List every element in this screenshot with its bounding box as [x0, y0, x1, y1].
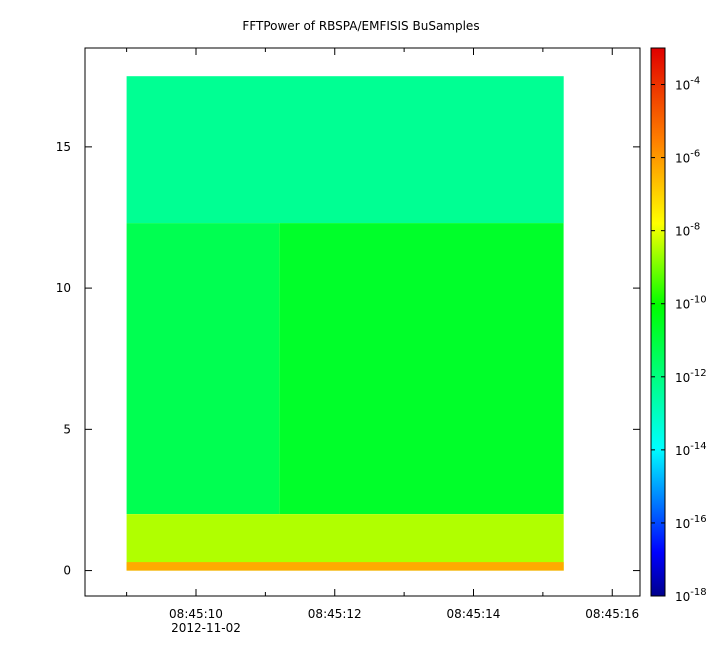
x-axis-date-label: 2012-11-02	[171, 621, 241, 635]
colorbar-tick-label: 10-14	[675, 441, 707, 458]
heatmap-region-4	[126, 562, 564, 571]
x-tick-label: 08:45:10	[169, 607, 223, 621]
colorbar-tick-label: 10-6	[675, 149, 700, 166]
x-tick-label: 08:45:12	[308, 607, 362, 621]
y-tick-label: 15	[56, 140, 71, 154]
colorbar-tick-label: 10-16	[675, 514, 707, 531]
x-tick-label: 08:45:14	[447, 607, 501, 621]
chart-title: FFTPower of RBSPA/EMFISIS BuSamples	[242, 19, 479, 33]
colorbar-tick-label: 10-12	[675, 368, 707, 385]
x-axis-ticks: 08:45:10 08:45:12 08:45:14 08:45:16	[126, 48, 639, 621]
colorbar-tick-label: 10-10	[675, 295, 707, 312]
colorbar-tick-label: 10-8	[675, 222, 700, 239]
colorbar: 10-4 10-6 10-8 10-10 10-12 10-14 10-16 10-18	[650, 47, 707, 604]
heatmap-region-1	[126, 223, 280, 514]
y-axis-ticks: 0 5 10 15	[56, 140, 640, 578]
y-tick-label: 0	[63, 564, 71, 578]
heatmap-region-3	[126, 514, 564, 571]
colorbar-tick-label: 10-18	[675, 587, 707, 604]
colorbar-tick-label: 10-4	[675, 76, 700, 93]
y-tick-label: 5	[63, 422, 71, 436]
colorbar-gradient	[650, 47, 666, 597]
heatmap-region-2	[279, 223, 564, 514]
y-tick-label: 10	[56, 281, 71, 295]
heatmap-region-0	[126, 76, 564, 224]
x-tick-label: 08:45:16	[585, 607, 639, 621]
spectrogram-heatmap	[126, 76, 564, 571]
